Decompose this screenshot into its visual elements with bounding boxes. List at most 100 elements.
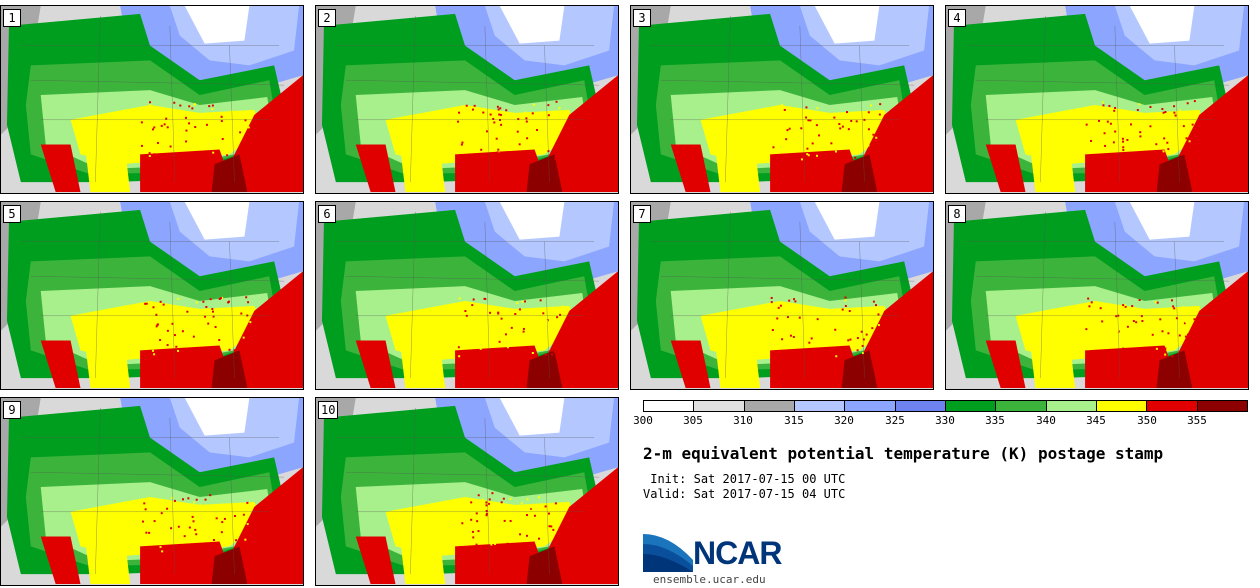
map-coldest-band — [499, 6, 565, 44]
map-speckle — [485, 504, 488, 507]
map-speckle — [148, 531, 151, 534]
map-speckle — [485, 510, 488, 512]
map-speckle — [844, 307, 847, 310]
map-speckle — [1108, 335, 1111, 338]
map-speckle — [1088, 305, 1091, 308]
map-speckle — [1173, 105, 1176, 108]
map-speckle — [1140, 315, 1143, 318]
logo-url[interactable]: ensemble.ucar.edu — [653, 573, 766, 586]
map-speckle — [499, 107, 502, 110]
map-contour-fill — [715, 149, 761, 193]
map-speckle — [1122, 149, 1125, 152]
map-speckle — [204, 498, 207, 501]
map-speckle — [1186, 333, 1189, 336]
map-speckle — [192, 520, 195, 523]
map-speckle — [544, 505, 547, 508]
map-speckle — [797, 307, 800, 310]
map-speckle — [784, 130, 787, 133]
map-contour-fill — [85, 541, 131, 585]
map-speckle — [1185, 321, 1188, 324]
map-speckle — [160, 302, 163, 305]
colorbar-tick: 310 — [733, 414, 753, 427]
map-speckle — [787, 135, 790, 138]
map-coldest-band — [814, 6, 880, 44]
colorbar-swatch — [1197, 401, 1247, 411]
map-speckle — [547, 114, 550, 117]
map-speckle — [458, 297, 461, 300]
map-speckle — [1122, 304, 1125, 307]
map-speckle — [460, 143, 463, 146]
map-speckle — [559, 313, 562, 316]
map-speckle — [248, 137, 251, 140]
map-borders — [20, 407, 285, 575]
map-speckle — [235, 515, 238, 518]
map-speckle — [794, 300, 797, 303]
map-speckle — [159, 545, 162, 548]
map-speckle — [777, 306, 780, 309]
map-speckle — [780, 345, 783, 348]
map-speckle — [213, 116, 216, 119]
map-speckle — [156, 323, 159, 326]
map-contour-fill — [1156, 154, 1193, 193]
map-speckle — [458, 355, 461, 358]
map-speckle — [1089, 314, 1092, 317]
map-speckle — [218, 297, 221, 300]
map-speckle — [555, 100, 558, 103]
map-speckle — [870, 104, 873, 107]
map-speckle — [835, 355, 838, 358]
map-speckle — [493, 121, 496, 124]
map-field — [316, 6, 618, 193]
map-speckle — [493, 349, 496, 352]
map-speckle — [871, 339, 874, 342]
map-speckle — [500, 123, 503, 126]
map-contour-fill — [455, 149, 550, 193]
map-speckle — [224, 120, 227, 123]
map-speckle — [509, 519, 512, 522]
map-speckle — [1164, 110, 1167, 113]
map-speckle — [526, 498, 529, 501]
map-speckle — [788, 299, 791, 302]
map-speckle — [1157, 146, 1160, 149]
map-speckle — [517, 333, 520, 336]
map-speckle — [798, 354, 801, 357]
map-speckle — [1173, 111, 1176, 114]
map-speckle — [236, 127, 239, 130]
map-speckle — [1178, 334, 1181, 337]
map-speckle — [786, 331, 789, 334]
map-speckle — [218, 137, 221, 140]
map-speckle — [805, 116, 808, 119]
map-speckle — [148, 152, 151, 155]
map-speckle — [531, 351, 534, 354]
map-borders — [650, 211, 915, 379]
map-speckle — [177, 297, 180, 300]
map-speckle — [212, 538, 215, 541]
init-label: Init: — [643, 472, 687, 486]
map-speckle — [477, 494, 480, 497]
map-contour-fill — [770, 345, 865, 389]
map-speckle — [550, 525, 553, 528]
map-speckle — [790, 146, 793, 149]
map-speckle — [549, 504, 552, 507]
map-speckle — [195, 533, 198, 536]
map-speckle — [841, 136, 843, 139]
map-contour-fill — [400, 541, 446, 585]
map-contour-fill — [140, 345, 235, 389]
map-speckle — [827, 152, 830, 155]
map-speckle — [816, 318, 819, 321]
map-speckle — [152, 306, 155, 309]
map-speckle — [472, 310, 475, 313]
map-speckle — [1105, 305, 1108, 308]
map-speckle — [1124, 303, 1127, 306]
map-speckle — [223, 517, 226, 520]
map-speckle — [152, 128, 154, 131]
map-speckle — [506, 542, 509, 545]
map-speckle — [186, 310, 189, 313]
map-speckle — [193, 103, 196, 106]
map-speckle — [228, 348, 231, 351]
map-speckle — [211, 307, 214, 310]
map-speckle — [480, 148, 483, 151]
map-speckle — [852, 137, 855, 140]
map-speckle — [538, 537, 541, 540]
map-speckle — [157, 321, 160, 324]
map-speckle — [155, 325, 158, 328]
